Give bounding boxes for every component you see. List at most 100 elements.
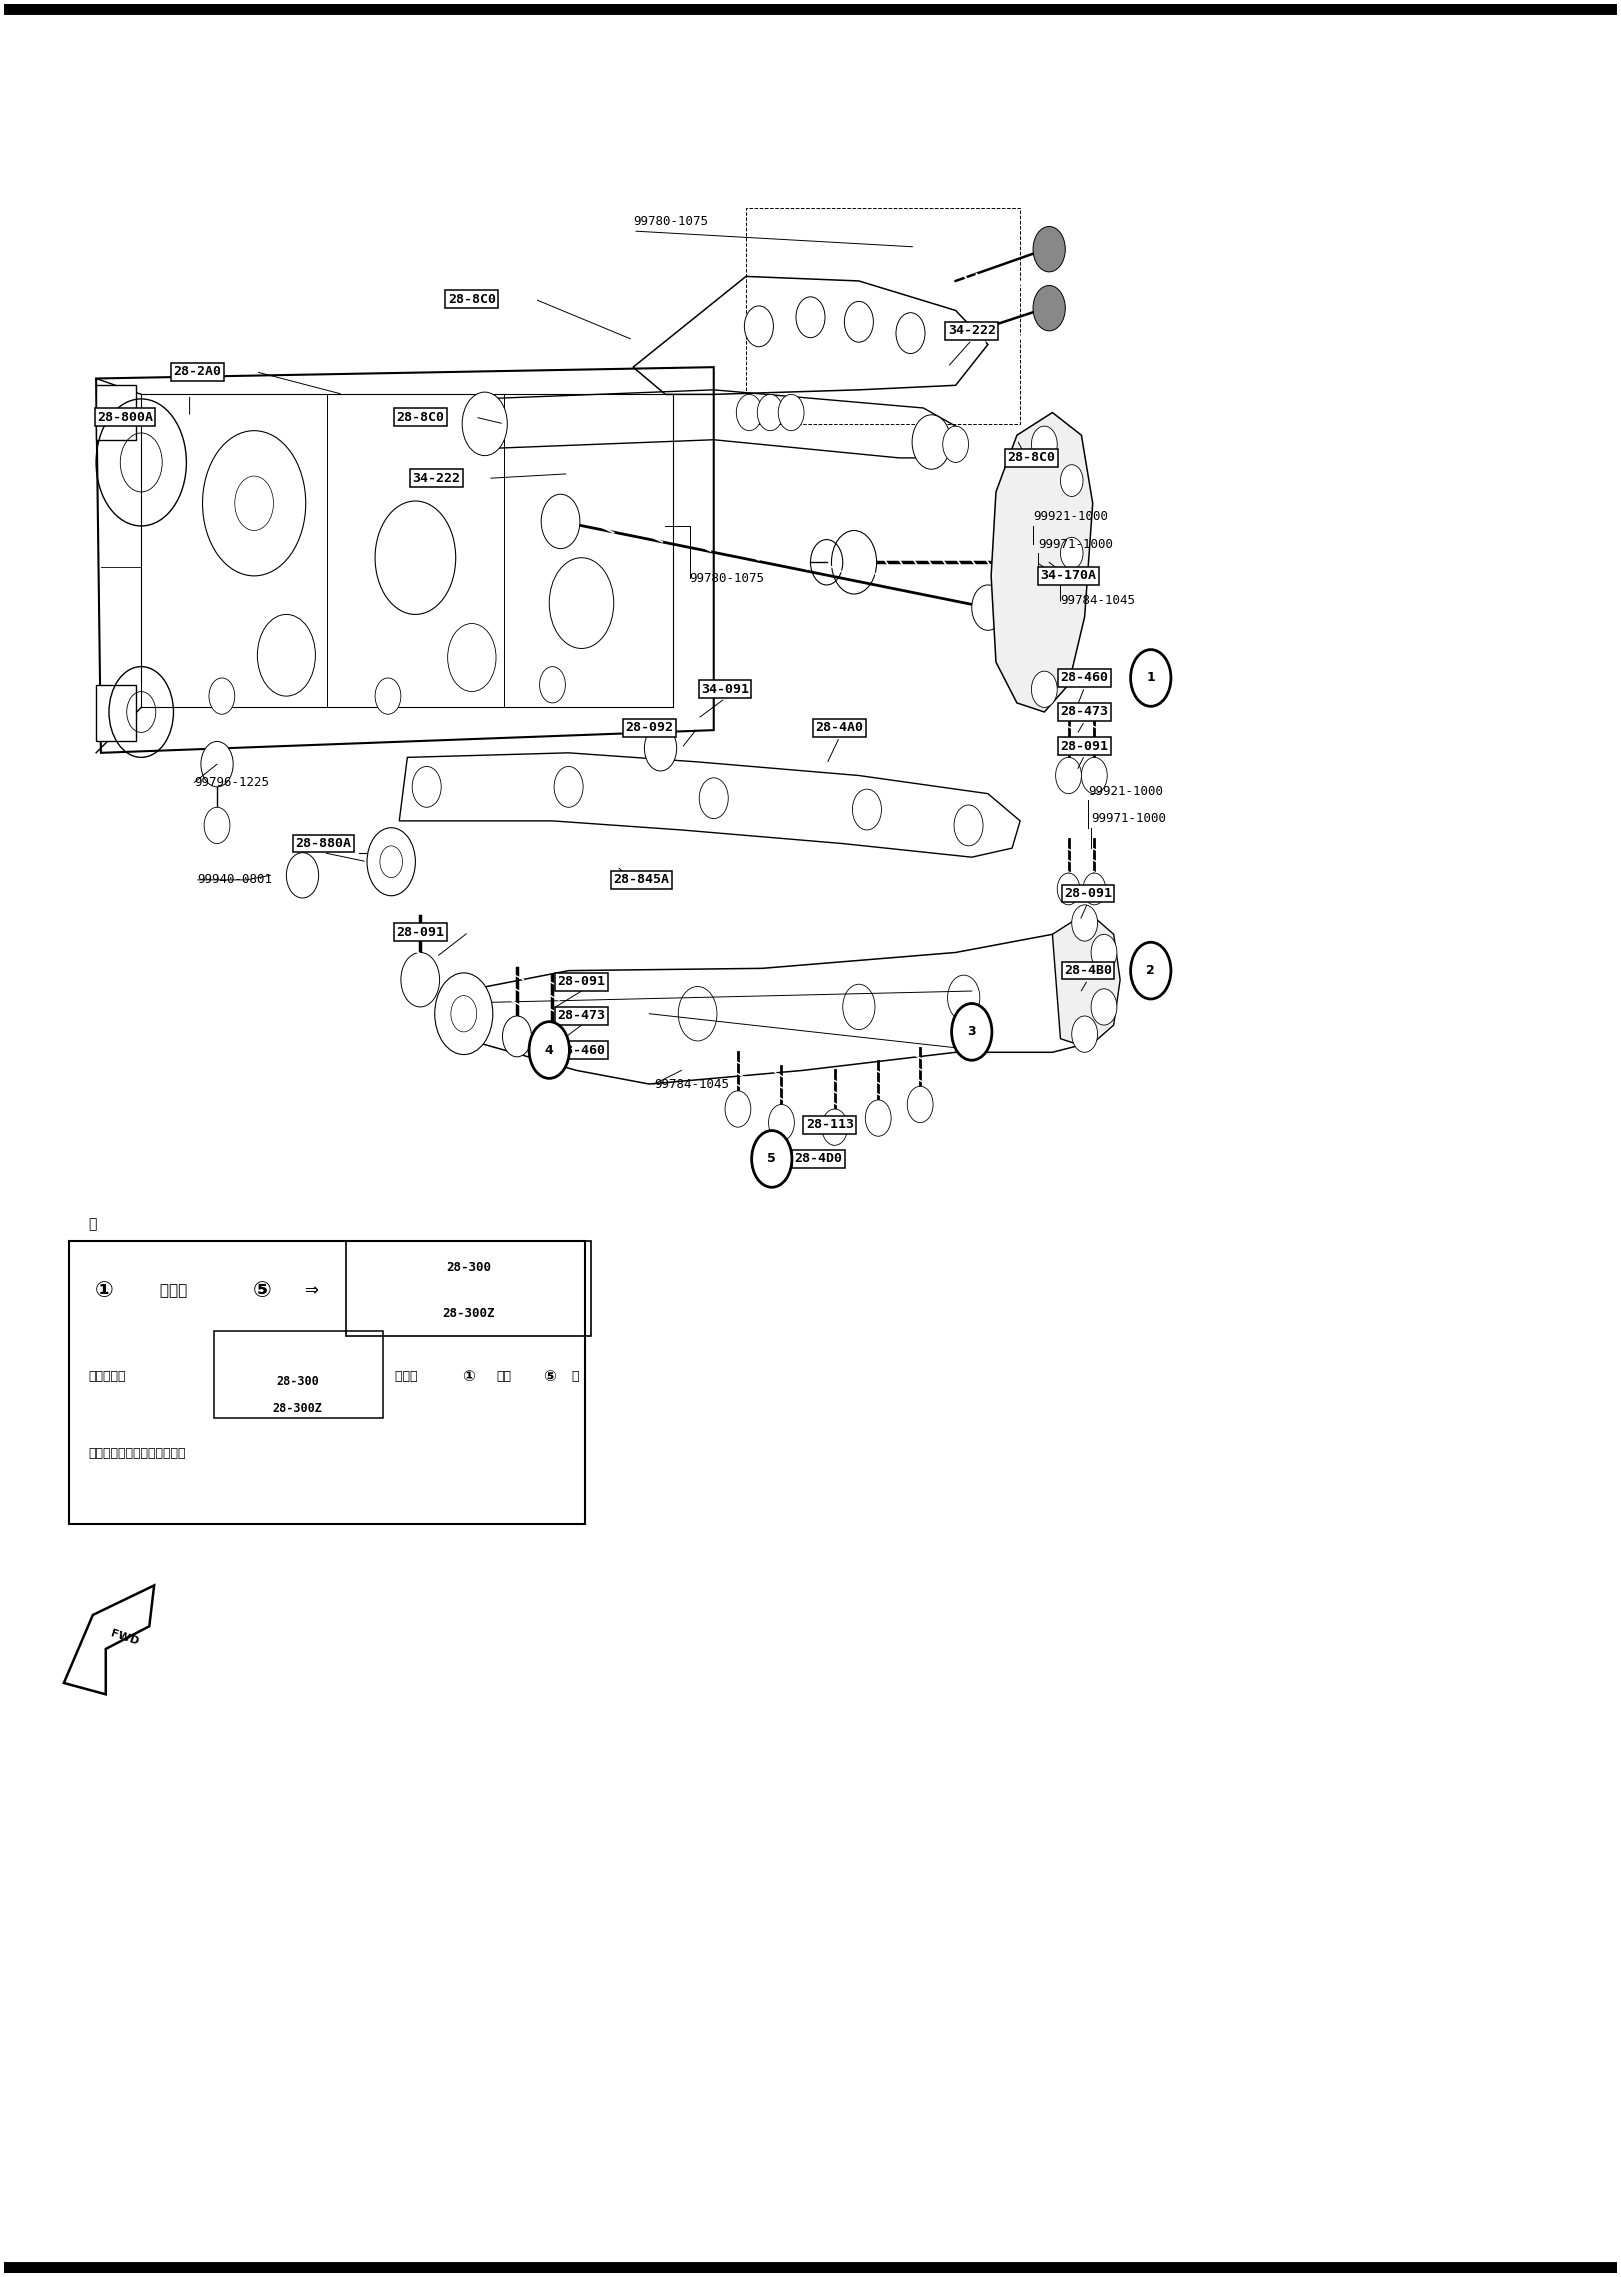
Circle shape bbox=[955, 806, 982, 845]
Circle shape bbox=[503, 1016, 532, 1057]
Circle shape bbox=[1130, 943, 1170, 1000]
Circle shape bbox=[796, 296, 825, 337]
Text: 28-300: 28-300 bbox=[446, 1261, 491, 1275]
Circle shape bbox=[1071, 904, 1097, 940]
Circle shape bbox=[725, 1091, 751, 1127]
Text: 部品から構成されています。: 部品から構成されています。 bbox=[88, 1448, 185, 1460]
Circle shape bbox=[1033, 285, 1065, 330]
Circle shape bbox=[1060, 465, 1083, 496]
Text: 28-800A: 28-800A bbox=[97, 410, 152, 424]
Circle shape bbox=[908, 1086, 934, 1123]
Text: 28-300: 28-300 bbox=[276, 1375, 319, 1387]
Circle shape bbox=[866, 1100, 892, 1136]
Circle shape bbox=[201, 742, 233, 788]
Text: 28-4D0: 28-4D0 bbox=[794, 1152, 843, 1166]
Text: 28-091: 28-091 bbox=[558, 975, 606, 988]
Text: 99971-1000: 99971-1000 bbox=[1091, 813, 1165, 824]
Text: から: から bbox=[496, 1371, 511, 1382]
Text: の: の bbox=[572, 1371, 579, 1382]
Circle shape bbox=[204, 808, 230, 842]
Text: 28-8C0: 28-8C0 bbox=[1007, 451, 1055, 465]
Text: 28-300Z: 28-300Z bbox=[443, 1307, 494, 1321]
Text: 28-8C0: 28-8C0 bbox=[396, 410, 444, 424]
Circle shape bbox=[287, 852, 319, 897]
Circle shape bbox=[1130, 649, 1170, 706]
Circle shape bbox=[1083, 872, 1106, 904]
Circle shape bbox=[528, 1022, 569, 1079]
Text: ①: ① bbox=[94, 1280, 113, 1300]
Text: 99784-1045: 99784-1045 bbox=[1060, 594, 1135, 608]
Text: 1: 1 bbox=[1146, 672, 1156, 685]
Circle shape bbox=[752, 1132, 793, 1186]
Text: ①: ① bbox=[462, 1368, 475, 1384]
Polygon shape bbox=[96, 685, 136, 742]
Text: 28-460: 28-460 bbox=[1060, 672, 1109, 685]
Circle shape bbox=[1060, 537, 1083, 569]
Circle shape bbox=[1081, 758, 1107, 795]
Circle shape bbox=[209, 679, 235, 715]
Text: 28-091: 28-091 bbox=[1063, 888, 1112, 899]
Circle shape bbox=[366, 829, 415, 895]
Text: 5: 5 bbox=[767, 1152, 776, 1166]
Circle shape bbox=[1091, 988, 1117, 1025]
Text: 28-473: 28-473 bbox=[558, 1009, 606, 1022]
Text: 28-300Z: 28-300Z bbox=[272, 1403, 323, 1414]
Circle shape bbox=[744, 305, 773, 346]
Text: 34-170A: 34-170A bbox=[1041, 569, 1096, 583]
Circle shape bbox=[1071, 1016, 1097, 1052]
Polygon shape bbox=[96, 385, 136, 439]
Circle shape bbox=[952, 1004, 992, 1061]
Circle shape bbox=[736, 394, 762, 430]
Text: FWD: FWD bbox=[110, 1628, 141, 1646]
Circle shape bbox=[1055, 758, 1081, 795]
Circle shape bbox=[778, 394, 804, 430]
Text: 34-091: 34-091 bbox=[700, 683, 749, 697]
Text: 注: 注 bbox=[88, 1218, 96, 1232]
Circle shape bbox=[400, 952, 439, 1006]
Text: ・・・: ・・・ bbox=[156, 1282, 191, 1298]
Text: 28-092: 28-092 bbox=[626, 722, 673, 735]
Circle shape bbox=[554, 767, 584, 808]
Circle shape bbox=[462, 392, 507, 455]
Text: 34-222: 34-222 bbox=[948, 323, 995, 337]
Text: 34-222: 34-222 bbox=[412, 471, 460, 485]
Text: 28-8C0: 28-8C0 bbox=[447, 291, 496, 305]
Text: 99921-1000: 99921-1000 bbox=[1088, 786, 1162, 797]
Circle shape bbox=[645, 726, 676, 772]
Text: 28-845A: 28-845A bbox=[613, 874, 669, 886]
Circle shape bbox=[822, 1109, 848, 1145]
Text: ⑤: ⑤ bbox=[253, 1280, 272, 1300]
Circle shape bbox=[1031, 426, 1057, 462]
Text: 28-4B0: 28-4B0 bbox=[1063, 963, 1112, 977]
Text: 99796-1225: 99796-1225 bbox=[195, 776, 269, 788]
Text: 28-091: 28-091 bbox=[1060, 740, 1109, 751]
Circle shape bbox=[540, 667, 566, 704]
Polygon shape bbox=[1052, 911, 1120, 1047]
Circle shape bbox=[434, 972, 493, 1054]
Circle shape bbox=[971, 585, 1003, 631]
Text: 99971-1000: 99971-1000 bbox=[1037, 537, 1114, 551]
Text: 4: 4 bbox=[545, 1043, 554, 1057]
Text: ⑤: ⑤ bbox=[543, 1368, 556, 1384]
Circle shape bbox=[913, 414, 952, 469]
Text: 99940-0801: 99940-0801 bbox=[198, 874, 272, 886]
Circle shape bbox=[943, 426, 968, 462]
Circle shape bbox=[541, 494, 580, 549]
Text: ⇒: ⇒ bbox=[303, 1282, 318, 1300]
Text: 28-880A: 28-880A bbox=[295, 838, 352, 849]
Circle shape bbox=[538, 1022, 567, 1063]
Text: 28-4A0: 28-4A0 bbox=[815, 722, 864, 735]
Circle shape bbox=[896, 312, 926, 353]
Polygon shape bbox=[63, 1585, 154, 1694]
Text: 99784-1045: 99784-1045 bbox=[653, 1077, 729, 1091]
Text: 28-113: 28-113 bbox=[806, 1118, 854, 1132]
Circle shape bbox=[1057, 872, 1080, 904]
Text: 28-2A0: 28-2A0 bbox=[173, 364, 222, 378]
Circle shape bbox=[1020, 540, 1052, 585]
Circle shape bbox=[757, 394, 783, 430]
Text: 99780-1075: 99780-1075 bbox=[689, 572, 765, 585]
Circle shape bbox=[768, 1104, 794, 1141]
Text: 28-460: 28-460 bbox=[558, 1043, 606, 1057]
Circle shape bbox=[853, 790, 882, 829]
Circle shape bbox=[374, 679, 400, 715]
